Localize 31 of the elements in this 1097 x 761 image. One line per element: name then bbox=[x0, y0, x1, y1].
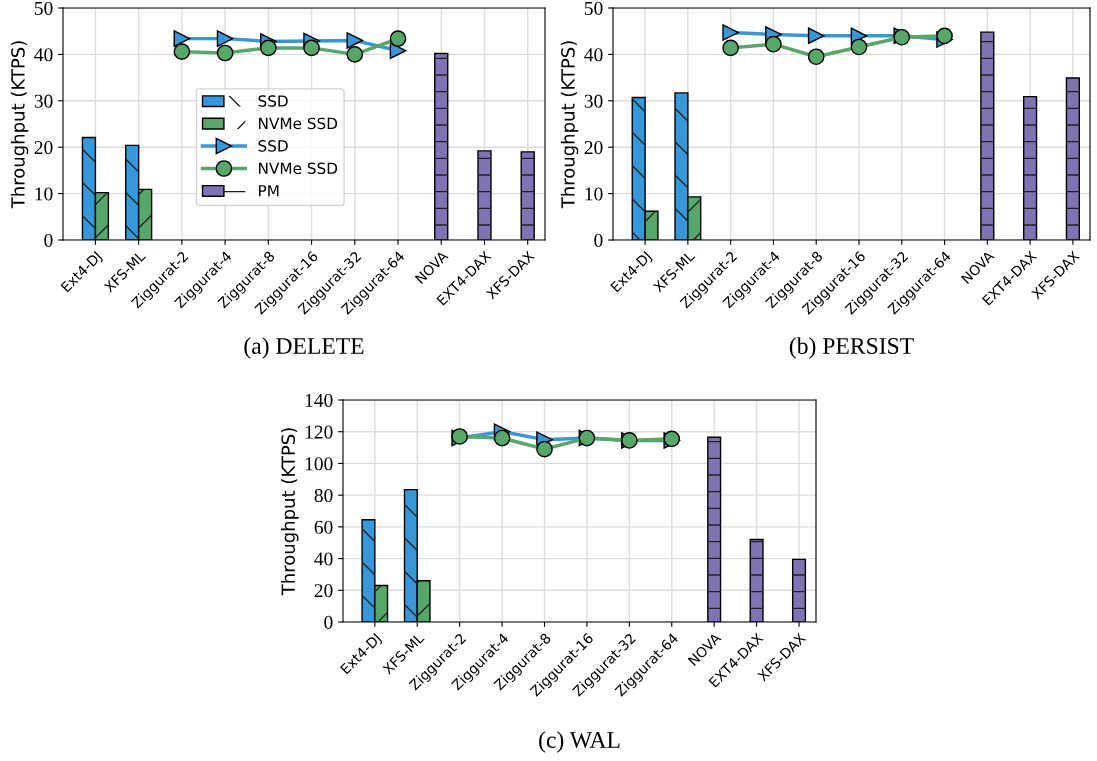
text: (b) PERSIST bbox=[789, 337, 914, 359]
y-tick-label: 30 bbox=[584, 94, 603, 108]
y-tick-label: 0 bbox=[324, 615, 333, 629]
legend-label: NVMe SSD bbox=[259, 162, 338, 175]
y-tick-label: 10 bbox=[585, 187, 603, 201]
text: (c) WAL bbox=[539, 731, 620, 753]
y-tick-label: 0 bbox=[44, 233, 53, 247]
y-tick-label: 30 bbox=[34, 94, 53, 108]
y-tick-label: 80 bbox=[314, 488, 333, 503]
y-tick-label: 60 bbox=[314, 520, 333, 534]
y-tick-label: 100 bbox=[305, 457, 333, 471]
y-tick-label: 20 bbox=[314, 584, 333, 598]
legend-label: NVMe SSD bbox=[259, 117, 338, 130]
y-tick-label: 10 bbox=[35, 187, 53, 201]
y-tick-label: 20 bbox=[584, 141, 603, 155]
y-tick-label: 40 bbox=[314, 552, 333, 566]
y-tick-label: 140 bbox=[305, 393, 333, 407]
y-axis-title: Throughput (KTPS) bbox=[10, 41, 29, 209]
y-tick-label: 50 bbox=[34, 1, 53, 15]
y-tick-label: 20 bbox=[34, 141, 53, 155]
y-axis-title: Throughput (KTPS) bbox=[560, 41, 579, 209]
y-axis-title: Throughput (KTPS) bbox=[281, 428, 299, 596]
y-tick-label: 40 bbox=[584, 48, 603, 62]
y-tick-label: 40 bbox=[34, 48, 53, 62]
legend-label: PM bbox=[259, 185, 279, 197]
text: (a) DELETE bbox=[244, 337, 364, 359]
y-tick-label: 0 bbox=[594, 233, 603, 247]
legend-label: SSD bbox=[258, 95, 288, 107]
legend-label: SSD bbox=[258, 140, 288, 152]
y-tick-label: 50 bbox=[584, 1, 603, 15]
y-tick-label: 120 bbox=[305, 425, 333, 439]
